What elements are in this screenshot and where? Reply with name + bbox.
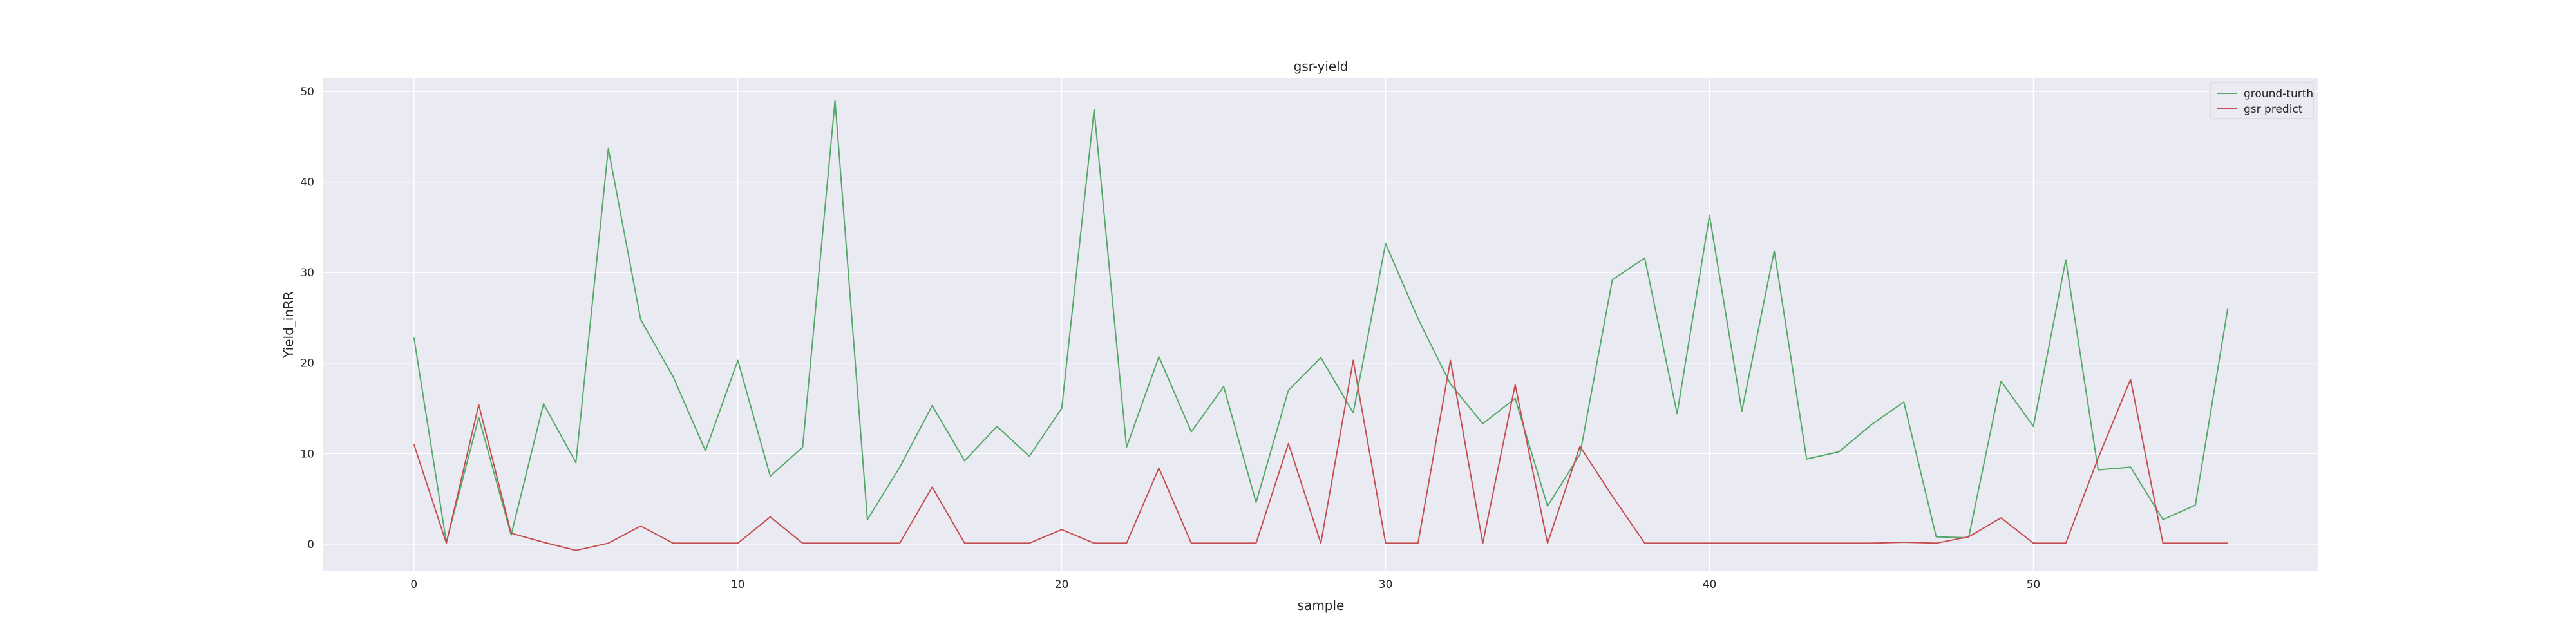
x-tick-label: 30 <box>1379 578 1393 591</box>
plot-area <box>323 78 2318 571</box>
y-tick-label: 40 <box>300 176 314 189</box>
x-tick-label: 50 <box>2027 578 2041 591</box>
y-tick-label: 50 <box>300 86 314 99</box>
y-tick-label: 10 <box>300 448 314 460</box>
x-axis-label: sample <box>1298 598 1345 613</box>
legend: ground-turth gsr predict <box>2210 82 2314 119</box>
x-tick-label: 0 <box>410 578 417 591</box>
series-line-ground-turth <box>413 100 2229 544</box>
y-axis-label: Yield_inRR <box>281 291 296 359</box>
series-line-gsr-predict <box>413 359 2228 551</box>
y-tick-label: 30 <box>300 267 314 279</box>
x-tick-label: 20 <box>1055 578 1069 591</box>
grid <box>323 78 2318 571</box>
series-layer <box>413 100 2229 551</box>
legend-entry-ground-turth: ground-turth <box>2244 88 2313 100</box>
tick-labels: 0 10 20 30 40 50 0 10 20 30 40 50 <box>300 86 2040 591</box>
y-tick-label: 20 <box>300 357 314 370</box>
x-tick-label: 40 <box>1703 578 1717 591</box>
x-tick-label: 10 <box>731 578 745 591</box>
y-tick-label: 0 <box>307 538 314 551</box>
legend-entry-gsr-predict: gsr predict <box>2244 103 2303 116</box>
chart-title: gsr-yield <box>1294 59 1349 74</box>
